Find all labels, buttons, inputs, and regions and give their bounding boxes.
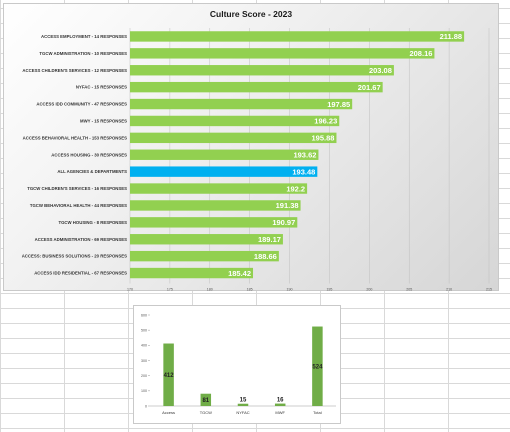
category-label: ACCESS IDD RESIDENTIAL - 67 RESPONSES xyxy=(34,271,127,276)
category-label: Access xyxy=(162,410,175,415)
y-axis-ticks: 600 500 400 300 200 100 0 xyxy=(141,313,150,408)
bar[interactable] xyxy=(130,65,394,76)
x-tick-label: 200 xyxy=(366,288,372,292)
y-tick-label: 0 xyxy=(145,404,147,408)
value-label: 81 xyxy=(202,398,209,404)
x-tick-label: 190 xyxy=(287,288,293,292)
category-label: ACCESS BEHAVIORAL HEALTH - 153 RESPONSES xyxy=(23,135,127,140)
x-tick-label: 180 xyxy=(207,288,213,292)
category-labels: ACCESS EMPLOYMENT - 14 RESPONSES TGCW ADM… xyxy=(22,34,127,276)
value-label: 211.88 xyxy=(440,32,463,41)
category-labels: Access TGCW NYFAC MWF Total xyxy=(162,410,322,415)
bar[interactable] xyxy=(130,48,435,59)
value-label: 16 xyxy=(277,398,284,404)
category-label: TGCW BEHAVIORAL HEALTH - 44 RESPONSES xyxy=(30,203,127,208)
responses-chart[interactable]: 412 81 15 16 524 600 500 400 300 200 100 0 Access T… xyxy=(133,305,341,424)
category-label: ACCESS EMPLOYMENT - 14 RESPONSES xyxy=(41,34,127,39)
bar[interactable] xyxy=(312,326,323,406)
y-tick-label: 300 xyxy=(141,359,147,363)
bar[interactable] xyxy=(130,132,337,144)
x-tick-label: 175 xyxy=(167,288,173,292)
y-tick-label: 400 xyxy=(141,344,147,348)
x-tick-label: 205 xyxy=(406,288,412,292)
bar[interactable] xyxy=(163,343,174,406)
category-label: ACCESS HOUSING - 30 RESPONSES xyxy=(51,152,127,157)
bar[interactable] xyxy=(130,166,318,177)
bar[interactable] xyxy=(130,234,283,245)
bar[interactable] xyxy=(130,81,383,93)
value-label: 195.88 xyxy=(312,134,335,143)
value-label: 524 xyxy=(312,364,323,370)
chart-bars xyxy=(163,326,323,406)
y-tick-label: 600 xyxy=(141,313,147,317)
category-label: MWF xyxy=(275,410,285,415)
value-label: 191.38 xyxy=(276,201,299,210)
x-tick-label: 210 xyxy=(446,288,452,292)
value-label: 192.2 xyxy=(286,184,305,193)
category-label: TGCW xyxy=(200,410,212,415)
category-label: ALL AGENCIES & DEPARTMENTS xyxy=(57,169,127,174)
value-label: 193.48 xyxy=(292,167,315,176)
value-label: 196.23 xyxy=(314,117,337,126)
bar[interactable] xyxy=(274,403,286,406)
category-label: ACCESS CHILDREN'S SERVICES - 12 RESPONSE… xyxy=(22,68,127,73)
category-label: ACCESS ADMINISTRATION - 69 RESPONSES xyxy=(35,237,128,242)
y-tick-label: 100 xyxy=(141,389,147,393)
value-label: 201.67 xyxy=(358,83,381,92)
y-tick-label: 500 xyxy=(141,328,147,332)
value-labels: 412 81 15 16 524 xyxy=(164,364,323,404)
category-label: TGCW CHILDREN'S SERVICES - 16 RESPONSES xyxy=(27,186,127,191)
value-label: 197.85 xyxy=(327,100,350,109)
value-label: 190.97 xyxy=(272,218,295,227)
x-tick-label: 195 xyxy=(326,288,332,292)
bar[interactable] xyxy=(130,149,319,160)
value-label: 188.66 xyxy=(254,252,277,261)
category-label: NYFAC xyxy=(236,410,249,415)
bar[interactable] xyxy=(130,183,308,194)
value-label: 412 xyxy=(164,373,175,379)
value-label: 185.42 xyxy=(228,269,251,278)
category-label: NYFAC - 15 RESPONSES xyxy=(76,85,127,90)
category-label: Total xyxy=(313,410,322,415)
category-label: ACCESS IDD COMMUNITY - 47 RESPONSES xyxy=(36,102,127,107)
category-label: TGCW HOUSING - 8 RESPONSES xyxy=(58,220,127,225)
category-label: ACCESS: BUSINESS SOLUTIONS - 20 RESPONSE… xyxy=(22,254,127,259)
value-label: 203.08 xyxy=(369,66,392,75)
responses-chart-svg: 412 81 15 16 524 600 500 400 300 200 100 0 Access T… xyxy=(141,313,336,415)
bar[interactable] xyxy=(130,200,301,211)
bar[interactable] xyxy=(130,217,298,228)
bar[interactable] xyxy=(237,403,249,406)
bar[interactable] xyxy=(130,267,254,279)
category-label: MWY - 15 RESPONSES xyxy=(80,118,127,123)
bar[interactable] xyxy=(130,31,465,42)
x-tick-label: 215 xyxy=(486,288,492,292)
bar[interactable] xyxy=(200,393,212,406)
bar[interactable] xyxy=(130,115,340,127)
y-tick-label: 200 xyxy=(141,374,147,378)
culture-score-chart[interactable]: Culture Score - 2023 ACCESS EMPLOYMENT -… xyxy=(3,3,499,292)
culture-score-chart-svg: Culture Score - 2023 ACCESS EMPLOYMENT -… xyxy=(22,9,492,292)
value-label: 15 xyxy=(240,398,247,404)
x-tick-label: 185 xyxy=(247,288,253,292)
value-label: 208.16 xyxy=(409,49,432,58)
value-label: 189.17 xyxy=(258,235,281,244)
value-label: 193.62 xyxy=(293,150,316,159)
bar[interactable] xyxy=(130,98,353,110)
value-labels: 211.88 208.16 203.08 201.67 197.85 196.23 195.… xyxy=(228,32,462,278)
chart-title: Culture Score - 2023 xyxy=(210,9,292,19)
x-axis-ticks: 170 175 180 185 190 195 200 205 210 215 xyxy=(127,288,492,292)
chart-bars xyxy=(130,31,465,279)
x-tick-label: 170 xyxy=(127,288,133,292)
category-label: TGCW ADMINISTRATION - 10 RESPONSES xyxy=(39,51,127,56)
bar[interactable] xyxy=(130,250,279,262)
